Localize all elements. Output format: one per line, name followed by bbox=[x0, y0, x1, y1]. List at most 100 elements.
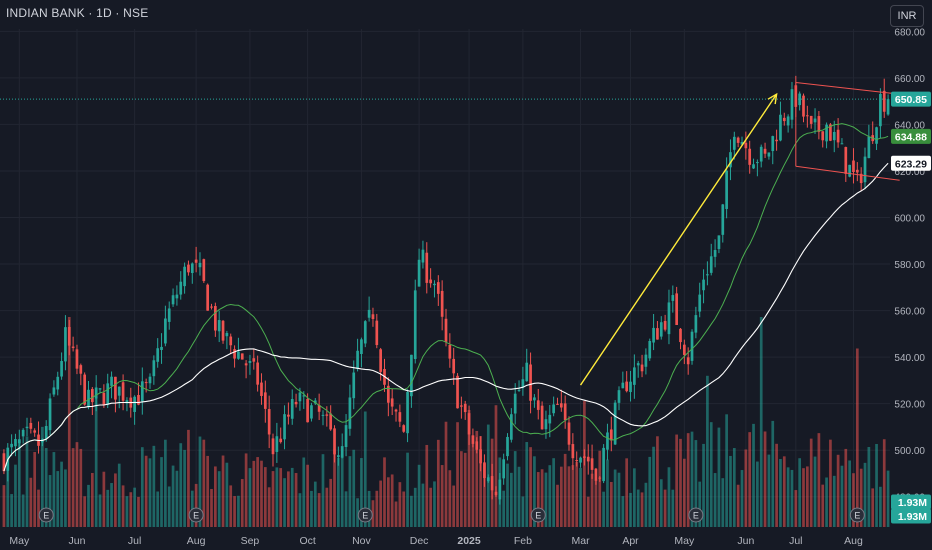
volume-bar bbox=[471, 435, 475, 527]
candle-body bbox=[494, 491, 498, 496]
candles bbox=[2, 75, 890, 505]
candle-body bbox=[98, 388, 102, 390]
candle-body bbox=[594, 468, 598, 481]
candle-body bbox=[786, 116, 790, 126]
candle-body bbox=[540, 405, 544, 430]
candle-body bbox=[529, 364, 532, 401]
x-tick-label: Jun bbox=[737, 535, 754, 547]
candle-body bbox=[294, 401, 298, 405]
x-tick-label: May bbox=[674, 535, 695, 547]
volume-bar bbox=[429, 487, 432, 527]
candle-body bbox=[106, 383, 110, 405]
candle-body bbox=[102, 392, 106, 405]
candle-body bbox=[613, 402, 617, 445]
candle-body bbox=[429, 279, 432, 284]
x-tick-label: Nov bbox=[352, 535, 371, 547]
earnings-marker-icon: E bbox=[38, 507, 54, 523]
volume-bar bbox=[633, 468, 636, 527]
volume-bar bbox=[352, 449, 356, 527]
volume-bar bbox=[14, 464, 17, 527]
currency-button[interactable]: INR bbox=[890, 5, 924, 27]
candle-body bbox=[348, 397, 352, 429]
volume-bar bbox=[98, 494, 102, 527]
candle-body bbox=[302, 395, 306, 397]
candle-body bbox=[321, 414, 325, 416]
candle-body bbox=[486, 477, 490, 482]
candle-body bbox=[394, 409, 398, 412]
volume-bar bbox=[75, 442, 79, 527]
volume-bar bbox=[479, 436, 482, 527]
volume-bar bbox=[606, 459, 609, 527]
candle-body bbox=[267, 409, 271, 435]
volume-bar bbox=[475, 430, 479, 527]
volume-bar bbox=[879, 486, 882, 527]
candle-body bbox=[21, 429, 25, 437]
candle-body bbox=[636, 363, 640, 366]
volume-bar bbox=[875, 443, 878, 527]
candle-body bbox=[752, 164, 755, 169]
earnings-marker-icon: E bbox=[530, 507, 546, 523]
candle-body bbox=[725, 170, 728, 209]
volume-label-box bbox=[891, 494, 931, 510]
x-tick-label: May bbox=[9, 535, 30, 547]
candle-body bbox=[190, 263, 194, 273]
candle-body bbox=[506, 436, 509, 457]
candle-body bbox=[410, 354, 413, 397]
volume-label-box bbox=[891, 508, 931, 524]
volume-bar bbox=[436, 439, 440, 527]
volume-bar bbox=[725, 414, 728, 527]
x-tick-label: Jul bbox=[128, 535, 141, 547]
volume-bar bbox=[206, 455, 210, 527]
candle-body bbox=[836, 129, 840, 143]
x-tick-label: Aug bbox=[844, 535, 863, 547]
volume-bar bbox=[736, 484, 740, 527]
volume-bar bbox=[244, 453, 248, 527]
price-label: 634.88 bbox=[895, 131, 927, 143]
volume-bar bbox=[198, 436, 202, 527]
candle-body bbox=[160, 346, 163, 350]
volume-bar bbox=[402, 491, 406, 527]
candle-body bbox=[260, 382, 263, 396]
volume-label: 1.93M bbox=[898, 511, 927, 523]
candle-body bbox=[198, 262, 202, 268]
volume-bar bbox=[194, 483, 198, 527]
candle-body bbox=[517, 389, 521, 391]
candle-body bbox=[510, 414, 513, 440]
volume-bar bbox=[344, 491, 348, 527]
volume-bar bbox=[83, 496, 86, 527]
candle-body bbox=[48, 398, 52, 431]
volume-bar bbox=[337, 457, 340, 527]
candle-body bbox=[767, 152, 771, 157]
volume-bar bbox=[302, 457, 306, 527]
volume-bar bbox=[260, 460, 263, 527]
candle-body bbox=[813, 118, 817, 123]
volume-bar bbox=[433, 481, 436, 527]
volume-bar bbox=[579, 467, 582, 527]
volume-bar bbox=[375, 490, 379, 527]
volume-bar bbox=[544, 472, 548, 527]
candle-body bbox=[467, 413, 471, 435]
volume-bar bbox=[44, 448, 48, 527]
volume-bar bbox=[656, 436, 659, 527]
candle-body bbox=[579, 457, 582, 463]
candle-body bbox=[271, 438, 275, 455]
volume-bar bbox=[6, 463, 10, 527]
candle-body bbox=[732, 136, 736, 150]
candle-body bbox=[717, 235, 721, 249]
volume-bar bbox=[456, 422, 459, 527]
candle-body bbox=[606, 432, 609, 450]
volume-bar bbox=[767, 454, 771, 527]
candle-body bbox=[148, 376, 152, 384]
volume-bar bbox=[640, 492, 644, 527]
candle-body bbox=[821, 131, 825, 141]
volume-bar bbox=[114, 473, 117, 527]
volume-bar bbox=[494, 405, 498, 527]
candle-body bbox=[479, 449, 482, 464]
volume-bar bbox=[225, 462, 229, 527]
volume-bar bbox=[571, 465, 575, 527]
volume-bar bbox=[41, 426, 44, 527]
candle-body bbox=[809, 115, 813, 124]
volume-bar bbox=[25, 436, 29, 527]
